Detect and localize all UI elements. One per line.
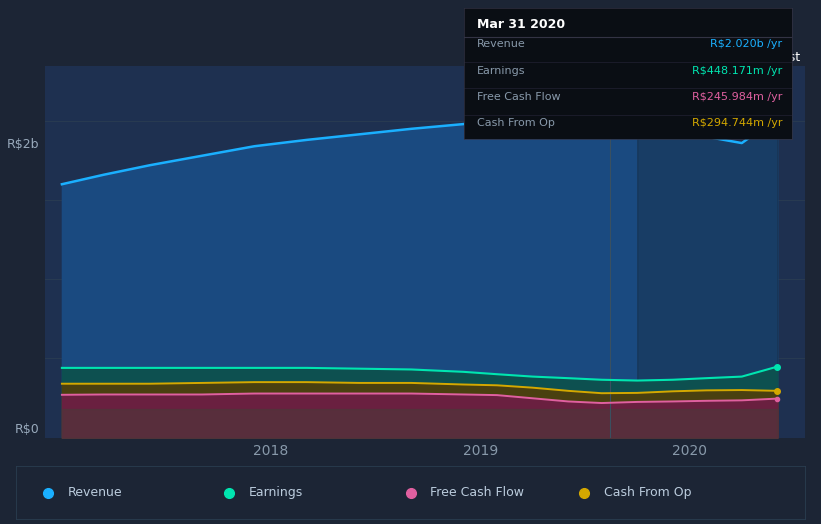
Text: Earnings: Earnings <box>249 486 303 499</box>
Text: Mar 31 2020: Mar 31 2020 <box>477 18 565 31</box>
Text: Cash From Op: Cash From Op <box>477 118 555 128</box>
Text: R$448.171m /yr: R$448.171m /yr <box>692 66 782 75</box>
Text: Revenue: Revenue <box>477 39 525 49</box>
Text: Cash From Op: Cash From Op <box>603 486 691 499</box>
Text: Free Cash Flow: Free Cash Flow <box>430 486 524 499</box>
Text: Revenue: Revenue <box>67 486 122 499</box>
Text: R$245.984m /yr: R$245.984m /yr <box>692 92 782 102</box>
Text: Earnings: Earnings <box>477 66 525 75</box>
Text: R$2b: R$2b <box>7 138 39 151</box>
Text: R$2.020b /yr: R$2.020b /yr <box>710 39 782 49</box>
Text: R$0: R$0 <box>14 423 39 435</box>
Text: R$294.744m /yr: R$294.744m /yr <box>692 118 782 128</box>
Text: Free Cash Flow: Free Cash Flow <box>477 92 561 102</box>
Text: Past: Past <box>775 51 800 63</box>
